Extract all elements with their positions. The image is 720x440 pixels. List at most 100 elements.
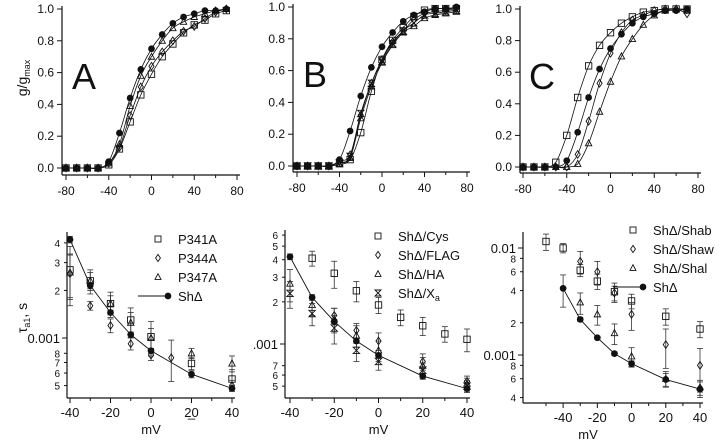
- filled-circle-marker: [164, 292, 172, 300]
- series-ShΔ/Cys: [308, 250, 471, 353]
- square-marker: [352, 287, 361, 295]
- y-tick-label: .001: [253, 337, 278, 352]
- y-tick-label: 6: [510, 268, 516, 279]
- filled-circle-marker: [126, 94, 134, 102]
- diamond-marker: [168, 353, 175, 363]
- x-tick-label: -40: [61, 405, 80, 420]
- y-tick-label: 0.001: [483, 348, 516, 363]
- filled-circle-marker: [86, 282, 94, 289]
- diamond-marker: [223, 4, 230, 14]
- triangle-marker: [519, 162, 527, 171]
- square-marker: [211, 10, 220, 18]
- y-tick-label: 4: [510, 394, 516, 405]
- triangle-marker: [573, 159, 582, 167]
- diamond-marker: [191, 21, 198, 32]
- x-marker: [307, 309, 317, 318]
- x-tick-label: 80: [230, 184, 244, 198]
- square-marker: [147, 70, 156, 78]
- diamond-marker: [73, 163, 80, 173]
- y-tick-label: 2: [54, 286, 60, 297]
- y-tick-label: 0.2: [495, 128, 512, 142]
- triangle-marker: [158, 36, 167, 44]
- x-tick-label: -20: [325, 405, 344, 420]
- square-marker: [463, 335, 471, 343]
- square-marker: [662, 312, 670, 320]
- legend-label-subscript: a: [435, 293, 440, 303]
- filled-circle-marker: [585, 94, 592, 101]
- legend-label: ShΔ/Shab: [653, 223, 712, 238]
- y-tick-label: 7: [54, 358, 60, 369]
- x-tick-label: 0: [628, 410, 635, 425]
- x-tick-label: -80: [57, 184, 75, 198]
- diamond-marker: [127, 339, 134, 349]
- triangle-marker: [551, 162, 560, 171]
- legend-label: ShΔ/Shal: [653, 261, 707, 276]
- legend: ShΔ/Cys ShΔ/FLAG ShΔ/HA ShΔ/Xa: [373, 229, 460, 303]
- diamond-marker: [594, 267, 601, 277]
- y-tick-label: 6: [54, 369, 60, 380]
- x-axis-label: mV: [578, 427, 598, 440]
- triangle-marker: [610, 328, 619, 337]
- diamond-marker: [105, 158, 112, 168]
- diamond-marker: [577, 256, 584, 267]
- diamond-marker: [541, 162, 548, 172]
- x-tick-label: 0: [148, 184, 155, 198]
- filled-circle-marker: [563, 157, 571, 165]
- triangle-marker: [168, 23, 177, 32]
- legend-label: ShΔ/Shaw: [653, 242, 714, 257]
- y-tick-label: 4: [272, 256, 278, 267]
- square-marker: [374, 232, 382, 240]
- triangle-marker: [672, 4, 681, 13]
- square-marker: [595, 41, 604, 49]
- triangle-marker: [106, 299, 115, 307]
- filled-circle-marker: [368, 64, 375, 71]
- square-marker: [396, 313, 405, 322]
- triangle-marker: [66, 267, 74, 276]
- series-triangle: [519, 4, 692, 171]
- filled-circle-marker: [158, 31, 166, 38]
- filled-circle-marker: [137, 66, 145, 73]
- x-marker: [335, 159, 344, 167]
- series-ShΔ: [559, 274, 704, 398]
- square-marker: [330, 269, 338, 277]
- diamond-marker: [618, 28, 625, 38]
- filled-circle-marker: [593, 334, 601, 342]
- x-marker: [292, 162, 302, 170]
- diamond-marker: [159, 47, 166, 57]
- series-ShΔ/HA: [286, 269, 471, 391]
- triangle-marker: [420, 13, 429, 22]
- x-tick-label: 40: [460, 405, 474, 420]
- square-marker: [169, 40, 177, 48]
- series-ShΔ: [66, 235, 236, 392]
- x-tick-label: -40: [331, 181, 349, 195]
- panel-label: A: [72, 56, 96, 97]
- diamond-marker: [94, 163, 102, 173]
- legend: ShΔ/Shab ShΔ/Shaw ShΔ/Shal ShΔ: [613, 223, 714, 295]
- x-marker: [409, 19, 419, 27]
- y-tick-label: 0.6: [37, 66, 54, 80]
- filled-circle-marker: [618, 30, 625, 38]
- triangle-marker: [628, 34, 637, 43]
- diamond-marker: [148, 61, 155, 71]
- diamond-marker: [596, 78, 603, 88]
- x-marker: [418, 366, 428, 374]
- triangle-marker: [62, 163, 70, 172]
- fit-curve: [297, 9, 457, 167]
- triangle-marker: [83, 163, 92, 172]
- triangle-marker: [683, 6, 692, 14]
- square-marker: [563, 131, 571, 140]
- triangle-marker: [115, 139, 124, 148]
- diamond-marker: [127, 110, 134, 121]
- triangle-marker: [293, 161, 301, 170]
- triangle-marker: [661, 6, 670, 14]
- y-tick-label: 6: [272, 231, 278, 242]
- triangle-marker: [104, 158, 113, 167]
- x-tick-label: -40: [554, 410, 573, 425]
- square-marker: [190, 21, 198, 29]
- triangle-marker: [228, 358, 236, 367]
- legend-label: ShΔ/FLAG: [398, 248, 460, 263]
- triangle-marker: [540, 162, 549, 171]
- x-tick-label: 40: [418, 181, 432, 195]
- y-tick-label: 1.0: [495, 2, 512, 16]
- square-marker: [308, 254, 316, 262]
